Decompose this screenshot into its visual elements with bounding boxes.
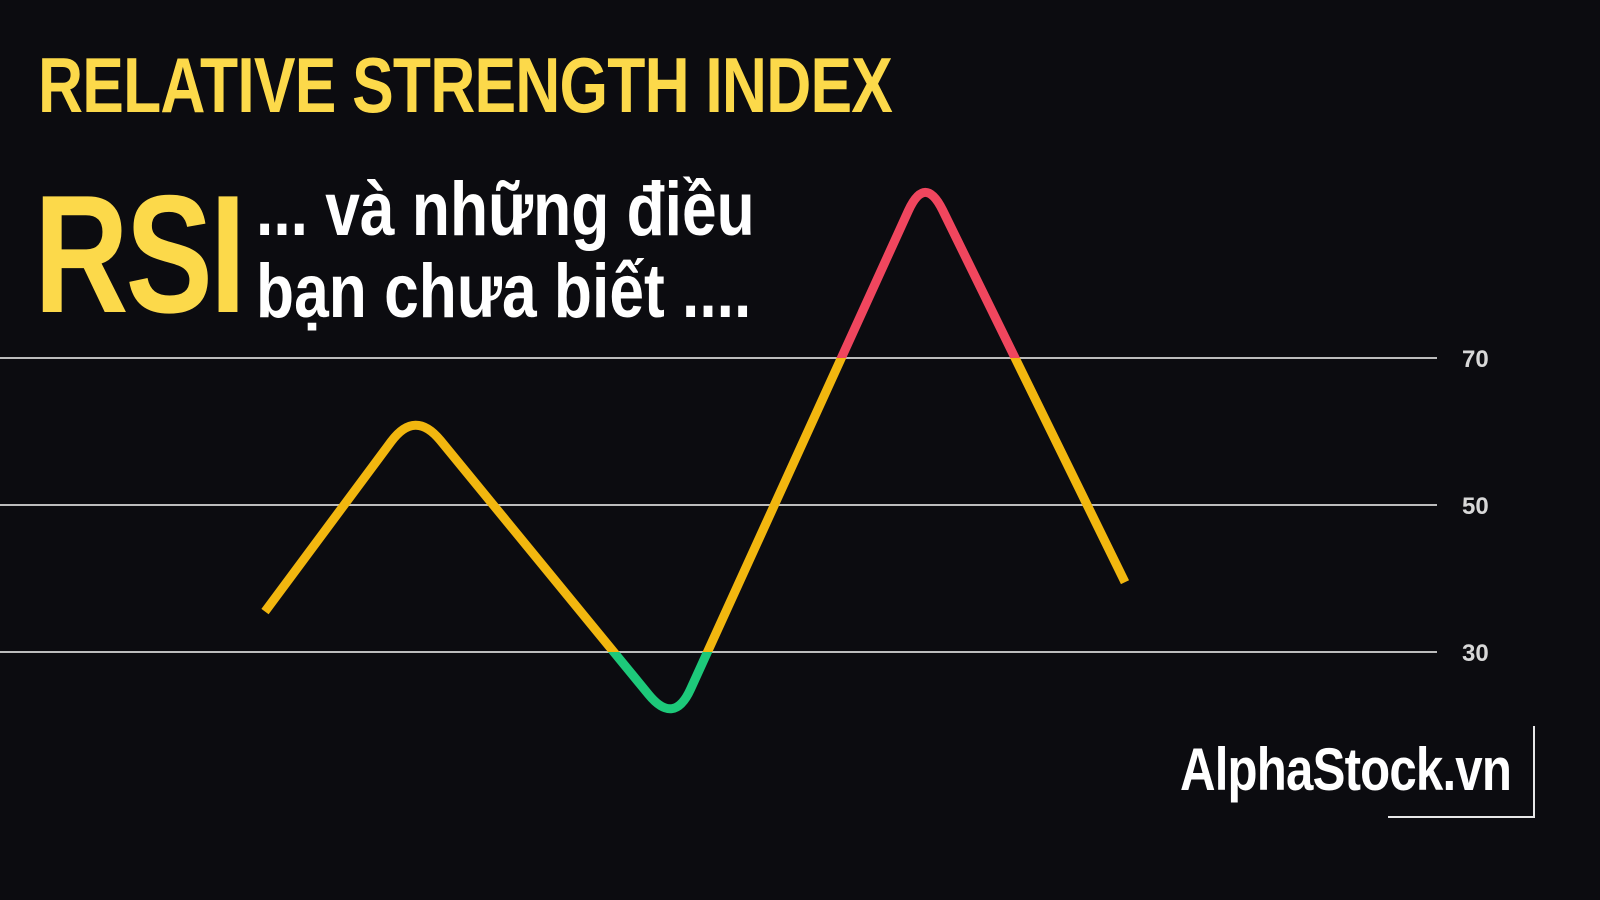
tick-label-50: 50 [1462, 493, 1489, 520]
data-point-4 [1124, 581, 1126, 583]
brand-frame-vertical [1533, 726, 1535, 818]
tick-label-30: 30 [1462, 640, 1489, 667]
data-point-0 [264, 611, 266, 613]
rsi-line-overbought [836, 188, 1021, 358]
page-title: RELATIVE STRENGTH INDEX [38, 41, 893, 129]
subtitle-line-1: ... và những điều [256, 167, 755, 252]
data-point-3 [924, 173, 926, 175]
rsi-acronym: RSI [34, 160, 246, 348]
data-point-1 [414, 408, 416, 410]
rsi-line-oversold [607, 652, 713, 714]
subtitle-line-2: bạn chưa biết .... [256, 249, 752, 334]
data-point-2 [673, 725, 675, 727]
brand-frame-horizontal [1388, 816, 1535, 818]
tick-label-70: 70 [1462, 346, 1489, 373]
rsi-line-neutral [261, 358, 1130, 652]
brand-logo-text: AlphaStock.vn [1180, 736, 1512, 803]
